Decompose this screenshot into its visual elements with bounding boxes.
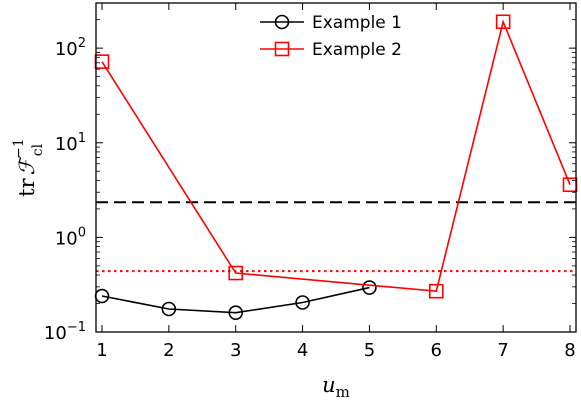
series-line-1 (101, 286, 370, 314)
y-tick-label-2: 101 (55, 131, 86, 155)
plot-frame (95, 2, 577, 333)
x-axis-label-var: u (322, 373, 336, 397)
y-tick-label-0: 10−1 (44, 320, 86, 344)
legend-label-1: Example 1 (312, 13, 402, 33)
series-1-point-3 (228, 305, 244, 320)
series-2-point-2 (228, 265, 244, 281)
series-2-point-4 (495, 14, 511, 30)
y-tick-label-1: 100 (55, 225, 86, 249)
x-tick-label-4: 4 (297, 340, 308, 361)
y-tick-exponent: −1 (67, 320, 86, 335)
axes (95, 2, 577, 333)
y-tick-exponent: 1 (78, 131, 86, 146)
x-tick-label-7: 7 (497, 340, 508, 361)
y-axis-label-prefix: tr (15, 177, 39, 196)
legend-marker-2 (274, 41, 290, 57)
y-tick-label-3: 102 (55, 36, 86, 60)
reference-lines (96, 201, 576, 273)
x-axis-label-sub: m (336, 383, 350, 401)
y-axis-label-var: ℱ (15, 155, 39, 175)
y-axis-label-sub: cl (30, 143, 46, 156)
legend-marker-1 (274, 14, 290, 30)
y-tick-exponent: 0 (78, 225, 86, 240)
series-2-point-3 (428, 283, 444, 299)
x-tick-label-1: 1 (96, 340, 107, 361)
y-tick-base: 10 (44, 323, 67, 344)
series-1-point-5 (362, 280, 377, 295)
x-axis-label: um (322, 373, 350, 401)
legend: Example 1 Example 2 (260, 13, 402, 60)
series-1-point-2 (161, 301, 177, 317)
x-tick-label-3: 3 (230, 340, 241, 361)
x-tick-label-6: 6 (431, 340, 442, 361)
y-tick-base: 10 (55, 39, 78, 60)
y-tick-base: 10 (55, 134, 78, 155)
series-line-2 (101, 19, 571, 293)
x-tick-label-5: 5 (364, 340, 375, 361)
legend-label-2: Example 2 (312, 40, 402, 60)
y-tick-exponent: 2 (78, 36, 86, 51)
y-tick-base: 10 (55, 228, 78, 249)
series-1-point-4 (295, 295, 310, 310)
x-tick-label-2: 2 (163, 340, 174, 361)
y-axis-label-sup: −1 (11, 138, 27, 159)
y-axis-label: tr ℱ−1 cl (11, 138, 46, 197)
data-series (94, 14, 578, 320)
x-tick-label-8: 8 (564, 340, 575, 361)
